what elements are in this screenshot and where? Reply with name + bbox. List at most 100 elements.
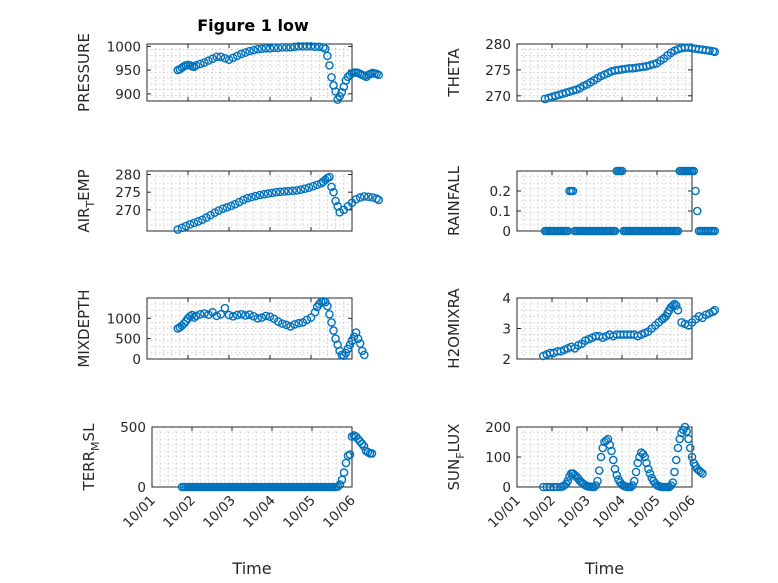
data-point [218, 204, 228, 214]
subplot-4: 0 0.1 0.2 RAINFALL [445, 165, 720, 240]
data-point [173, 225, 183, 234]
data-point [261, 311, 271, 321]
data-point [607, 446, 616, 456]
data-point [286, 322, 295, 331]
data-point [629, 476, 639, 486]
data-point [628, 481, 637, 490]
data-point [234, 197, 244, 207]
data-point [333, 482, 343, 491]
data-point [364, 192, 373, 202]
data-point [345, 450, 355, 459]
data-point [610, 226, 620, 236]
data-point [357, 346, 367, 356]
y-tick-label: 275 [115, 185, 141, 201]
data-point [267, 188, 277, 198]
data-point [220, 303, 230, 313]
data-point [195, 309, 205, 319]
data-point [189, 218, 199, 228]
data-point [277, 319, 287, 328]
data-point [349, 332, 359, 341]
y-tick-label: 900 [115, 87, 141, 103]
data-point [292, 186, 301, 195]
data-point [232, 51, 242, 61]
y-tick-label: 950 [115, 63, 141, 79]
data-point [696, 467, 706, 477]
y-tick-label: 0 [502, 224, 511, 240]
y-axis-label-part-a: SUN [445, 459, 463, 491]
y-tick-label: 0 [502, 480, 511, 496]
y-axis-label-subscript: M [89, 441, 102, 451]
data-point [353, 334, 363, 343]
data-point [357, 439, 367, 449]
data-point [563, 476, 573, 486]
data-point [372, 194, 381, 203]
y-tick-label: 500 [120, 420, 146, 436]
data-point [710, 226, 720, 236]
data-point [327, 72, 336, 82]
data-point [351, 194, 361, 204]
data-point [341, 348, 351, 358]
y-tick-label: 0.2 [490, 184, 511, 200]
subplot-2: 270 275 280 THETA [445, 37, 720, 105]
data-point [306, 42, 316, 51]
data-point [327, 182, 336, 192]
y-tick-label: 100 [485, 450, 511, 466]
y-axis-label: MIXDEPTH [75, 289, 93, 367]
data-point [591, 481, 601, 490]
data-point [261, 43, 271, 53]
data-point [257, 313, 267, 322]
y-tick-label: 1000 [107, 39, 141, 55]
data-point [265, 43, 275, 53]
x-tick-label: 10/03 [555, 493, 594, 532]
data-point [643, 464, 653, 474]
y-axis-label: H2OMIXRA [445, 288, 463, 369]
data-point [359, 192, 369, 201]
x-tick-label: 10/06 [320, 493, 359, 532]
data-point [185, 219, 195, 229]
data-point [294, 318, 304, 328]
data-point [191, 311, 201, 321]
data-point [670, 299, 679, 309]
data-point [355, 193, 365, 202]
data-point [367, 449, 377, 458]
data-point [671, 455, 681, 465]
y-tick-label: 2 [502, 352, 511, 368]
data-point [308, 181, 318, 191]
data-point [273, 317, 283, 326]
data-point [673, 305, 683, 315]
data-point [331, 196, 340, 206]
data-point [236, 309, 246, 319]
data-point [210, 208, 219, 217]
y-axis-label: PRESSURE [75, 33, 93, 112]
data-point [200, 58, 209, 67]
data-point [359, 441, 369, 451]
data-point [290, 42, 299, 52]
data-point [300, 184, 310, 193]
data-point [265, 312, 275, 322]
x-tick-label: 10/06 [660, 493, 699, 532]
data-point [187, 310, 197, 320]
data-point [329, 187, 338, 197]
y-axis-label-part-b: SL [80, 423, 98, 442]
data-point [345, 340, 355, 350]
y-tick-label: 500 [115, 332, 141, 348]
data-point [327, 318, 336, 327]
data-point [705, 46, 714, 56]
subplot-7: 0 500 10/01 10/02 10/03 10/04 10/05 10/06 TERRMS… [80, 420, 377, 578]
data-point [224, 55, 234, 64]
data-point [271, 187, 281, 197]
data-point [645, 469, 655, 478]
data-point [198, 215, 207, 225]
data-point [374, 70, 383, 80]
y-axis-label-part-a: AIR [75, 208, 93, 233]
data-point [200, 309, 209, 318]
data-point [310, 307, 320, 317]
y-tick-label: 275 [485, 63, 511, 79]
data-point [339, 468, 349, 477]
data-point [603, 434, 613, 444]
data-point [612, 470, 622, 480]
